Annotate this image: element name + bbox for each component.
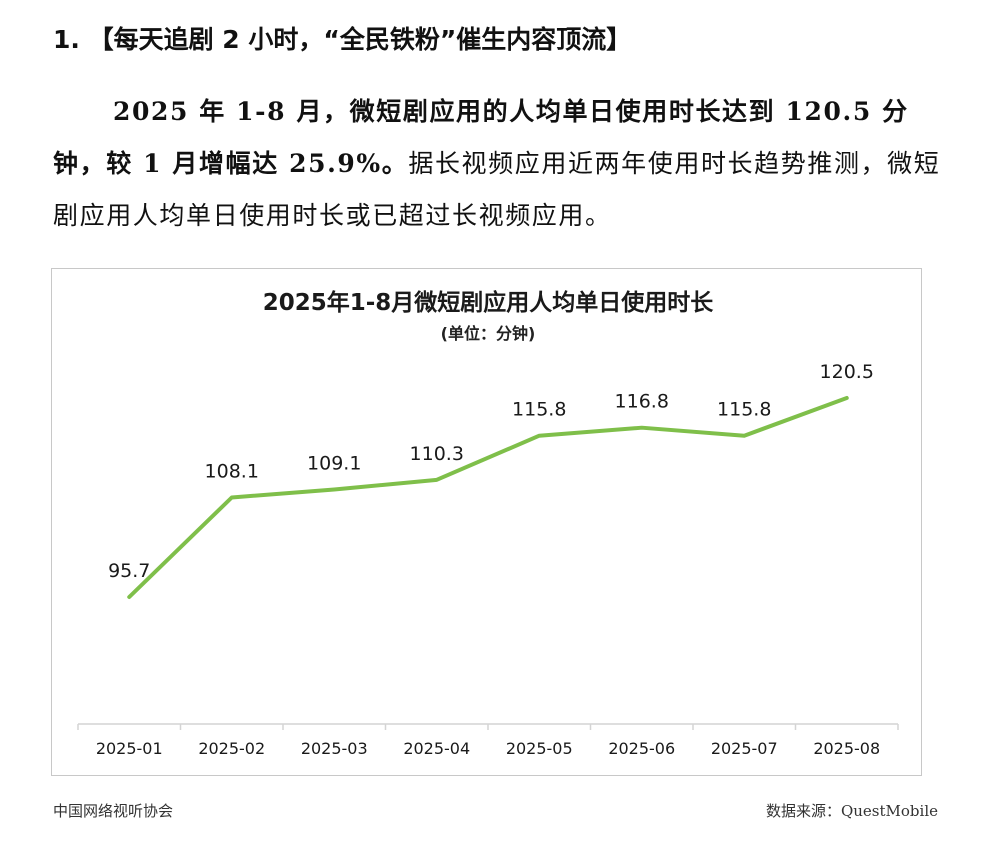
series-line: [127, 396, 849, 599]
paragraph-rest: 据长视频应用近两年使用时长趋势推测，微短剧应用人均单日使用时长或已超过长视频应用…: [53, 149, 941, 230]
section-heading: 1. 【每天追剧 2 小时，“全民铁粉”催生内容顶流】: [53, 25, 632, 54]
x-tick-label: 2025-08: [813, 739, 880, 758]
data-label: 120.5: [820, 361, 874, 383]
x-tick-label: 2025-02: [198, 739, 265, 758]
footer-organization: 中国网络视听协会: [53, 802, 174, 820]
body-paragraph: 2025 年 1-8 月，微短剧应用的人均单日使用时长达到 120.5 分钟，较…: [53, 86, 953, 242]
x-tick-label: 2025-01: [96, 739, 163, 758]
data-label: 110.3: [410, 443, 464, 465]
x-tick-labels: 2025-01 2025-02 2025-03 2025-04 2025-05 2025-…: [96, 739, 880, 758]
data-label: 115.8: [717, 399, 771, 421]
data-label: 115.8: [512, 399, 566, 421]
chart-title: 2025年1-8月微短剧应用人均单日使用时长: [263, 289, 715, 316]
x-tick-label: 2025-06: [608, 739, 675, 758]
x-axis-ticks: [77, 724, 899, 730]
paragraph-highlight: 2025 年 1-8 月，微短剧应用的人均单日使用时长达到 120.5 分钟，较…: [53, 97, 909, 178]
x-tick-label: 2025-07: [711, 739, 778, 758]
chart-container: 2025年1-8月微短剧应用人均单日使用时长 (单位：分钟) 95.7 108.1…: [51, 268, 922, 776]
x-tick-label: 2025-04: [403, 739, 470, 758]
data-labels: 95.7 108.1 109.1 110.3 115.8 116.8 115.8 120.5: [108, 361, 874, 582]
data-label: 95.7: [108, 560, 150, 582]
data-label: 116.8: [615, 391, 669, 413]
footer-source: 数据来源：QuestMobile: [765, 802, 938, 820]
data-label: 109.1: [307, 452, 361, 474]
chart-subtitle: (单位：分钟): [441, 324, 536, 343]
line-chart: 2025年1-8月微短剧应用人均单日使用时长 (单位：分钟) 95.7 108.1…: [77, 289, 899, 758]
x-tick-label: 2025-03: [301, 739, 368, 758]
x-tick-label: 2025-05: [506, 739, 573, 758]
data-label: 108.1: [205, 461, 259, 483]
